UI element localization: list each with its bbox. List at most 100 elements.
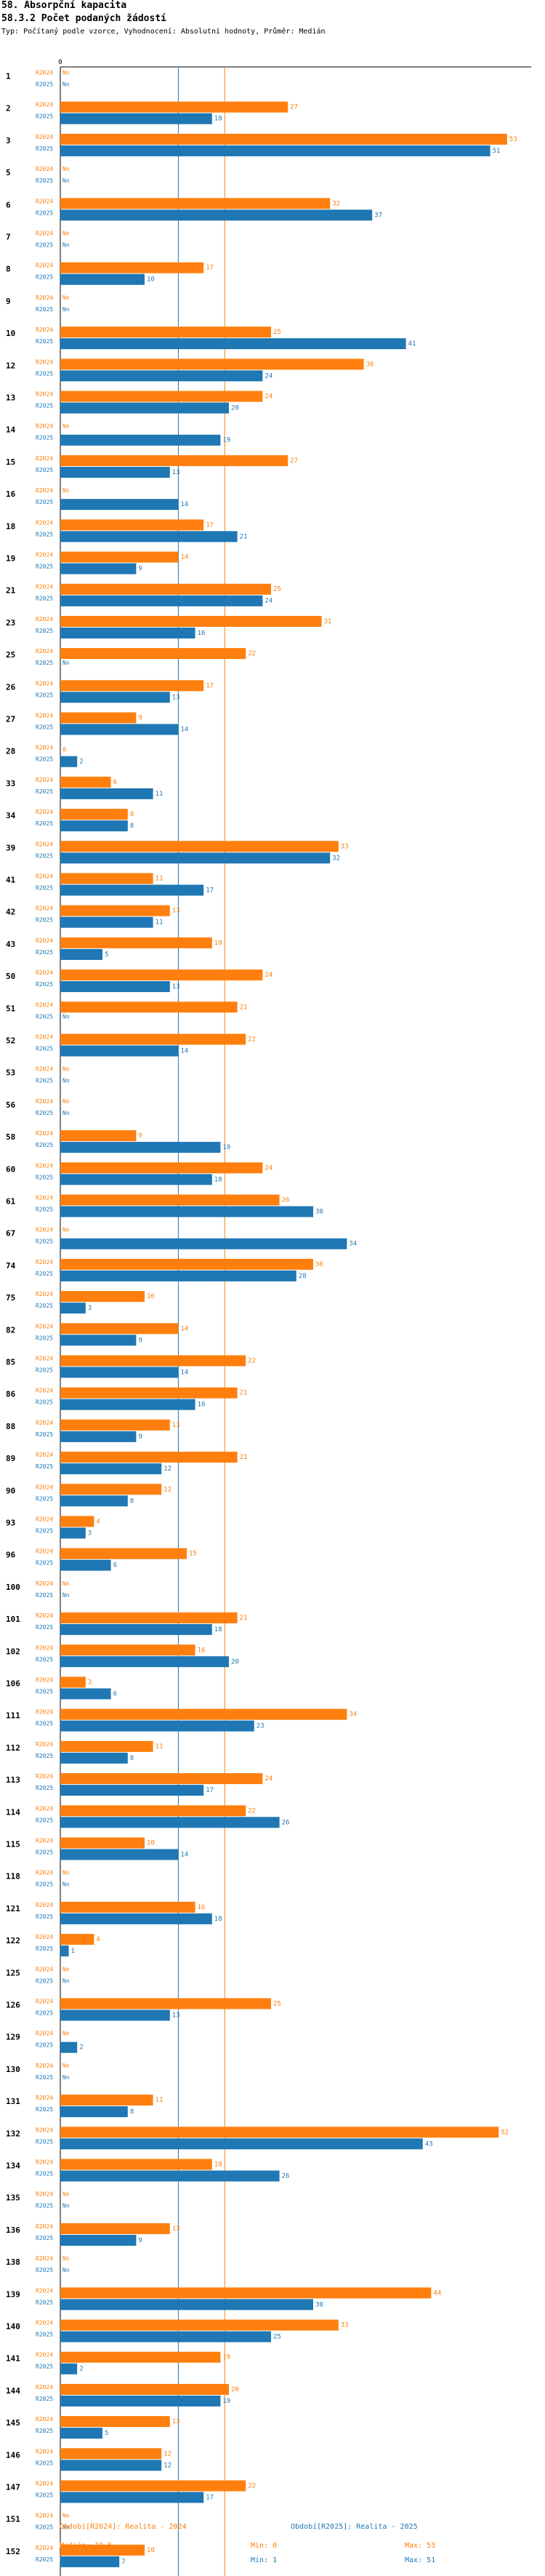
series-label-2024: R2024	[36, 487, 53, 494]
bar-2024	[60, 198, 331, 209]
na-label-2025: Nn	[62, 81, 70, 88]
series-label-2025: R2025	[36, 820, 53, 827]
bar-2024	[60, 1516, 94, 1527]
bar-2024	[60, 101, 288, 113]
series-label-2024: R2024	[36, 2127, 53, 2133]
value-label-2024: 24	[265, 1164, 272, 1172]
series-label-2024: R2024	[36, 2448, 53, 2455]
value-label-2024: 16	[198, 1647, 206, 1654]
series-label-2024: R2024	[36, 263, 53, 269]
bar-2024	[60, 1001, 238, 1013]
value-label-2025: 30	[315, 2301, 323, 2308]
series-label-2025: R2025	[36, 788, 53, 795]
bar-2025	[60, 370, 263, 382]
series-label-2025: R2025	[36, 1592, 53, 1599]
bar-2025	[60, 1656, 229, 1668]
bar-2025	[60, 2234, 137, 2246]
series-label-2025: R2025	[36, 1078, 53, 1084]
value-label-2024: 10	[147, 1840, 155, 1847]
na-label-2025: Nn	[62, 1977, 70, 1984]
bar-2025	[60, 531, 238, 543]
series-label-2024: R2024	[36, 1291, 53, 1297]
na-label-2025: Nn	[62, 1110, 70, 1116]
row-label: 106	[6, 1679, 20, 1689]
value-label-2024: 10	[147, 1293, 155, 1300]
bar-2024	[60, 615, 322, 627]
bar-2025	[60, 1817, 280, 1828]
series-label-2025: R2025	[36, 2042, 53, 2049]
value-label-2025: 3	[88, 1305, 92, 1312]
value-label-2025: 12	[164, 1465, 171, 1473]
row-label: 131	[6, 2097, 20, 2106]
series-label-2024: R2024	[36, 1130, 53, 1137]
na-label-2025: Nn	[62, 1881, 70, 1888]
series-label-2025: R2025	[36, 1463, 53, 1470]
value-label-2024: 16	[198, 1904, 206, 1911]
series-label-2025: R2025	[36, 1174, 53, 1180]
series-label-2025: R2025	[36, 2138, 53, 2145]
value-label-2024: 22	[248, 1807, 256, 1815]
series-label-2025: R2025	[36, 596, 53, 602]
row-label: 140	[6, 2322, 20, 2332]
value-label-2024: 27	[290, 457, 298, 465]
row-label: 136	[6, 2225, 20, 2235]
bar-2024	[60, 1484, 162, 1495]
series-label-2025: R2025	[36, 1560, 53, 1567]
bar-2025	[60, 2492, 204, 2503]
bar-2024	[60, 2319, 339, 2331]
row-label: 75	[6, 1293, 15, 1303]
bar-2024	[60, 2095, 153, 2106]
value-label-2024: 14	[180, 554, 188, 561]
row-label: 121	[6, 1904, 20, 1913]
row-label: 151	[6, 2515, 20, 2524]
series-label-2025: R2025	[36, 1271, 53, 1277]
value-label-2025: 32	[332, 855, 340, 862]
series-label-2024: R2024	[36, 1001, 53, 1008]
row-label: 145	[6, 2418, 20, 2428]
value-label-2024: 11	[156, 876, 164, 883]
bar-2025	[60, 1495, 128, 1507]
value-label-2025: 9	[138, 566, 142, 573]
series-label-2024: R2024	[36, 2255, 53, 2262]
series-label-2024: R2024	[36, 2159, 53, 2166]
max-2025: Max: 51	[405, 2556, 436, 2564]
series-label-2024: R2024	[36, 1838, 53, 1844]
series-label-2024: R2024	[36, 2223, 53, 2230]
na-label-2024: Nn	[62, 70, 70, 76]
series-label-2024: R2024	[36, 1323, 53, 1329]
bar-2024	[60, 1033, 246, 1045]
series-label-2025: R2025	[36, 852, 53, 859]
bar-2025	[60, 1720, 254, 1732]
row-label: 25	[6, 650, 15, 660]
value-label-2024: 17	[206, 265, 214, 272]
value-label-2025: 9	[138, 1337, 142, 1344]
row-label: 90	[6, 1486, 15, 1495]
na-label-2024: Nn	[62, 2063, 70, 2069]
report-subtitle: 58.3.2 Počet podaných žádostí	[1, 13, 166, 24]
row-label: 7	[6, 233, 11, 242]
series-label-2025: R2025	[36, 564, 53, 570]
series-label-2025: R2025	[36, 2460, 53, 2466]
series-label-2025: R2025	[36, 81, 53, 88]
series-label-2025: R2025	[36, 1142, 53, 1148]
na-label-2025: Nn	[62, 177, 70, 184]
row-label: 39	[6, 843, 15, 852]
series-label-2024: R2024	[36, 2287, 53, 2294]
row-label: 60	[6, 1164, 15, 1174]
series-label-2024: R2024	[36, 841, 53, 847]
value-label-2024: 11	[156, 1743, 164, 1751]
series-label-2025: R2025	[36, 949, 53, 956]
value-label-2024: 4	[96, 1519, 100, 1526]
row-label: 58	[6, 1132, 15, 1142]
value-label-2025: 14	[180, 1852, 188, 1859]
row-label: 43	[6, 940, 15, 949]
series-label-2024: R2024	[36, 648, 53, 655]
bar-2025	[60, 2299, 313, 2311]
bar-2024	[60, 327, 271, 338]
value-label-2025: 2	[79, 759, 83, 766]
na-label-2025: Nn	[62, 1592, 70, 1599]
series-label-2024: R2024	[36, 1870, 53, 1876]
row-label: 129	[6, 2033, 20, 2042]
value-label-2025: 17	[206, 1787, 214, 1794]
series-label-2025: R2025	[36, 692, 53, 698]
